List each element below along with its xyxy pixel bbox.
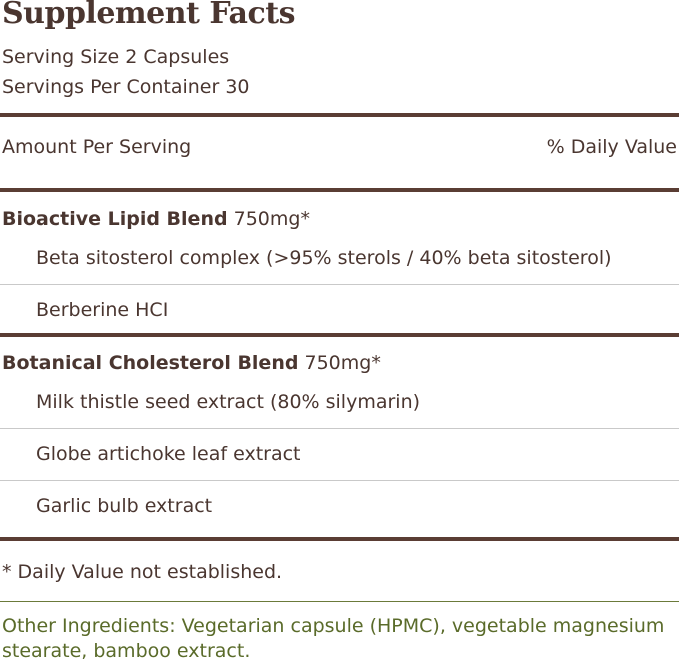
- blend-amount: 750mg*: [304, 352, 381, 374]
- footnote: * Daily Value not established.: [2, 561, 283, 583]
- row-divider: [0, 428, 679, 429]
- divider-other: [0, 601, 679, 602]
- blend-name: Bioactive Lipid Blend: [2, 208, 228, 230]
- ingredient-row: Garlic bulb extract: [36, 495, 213, 517]
- blend-row: Bioactive Lipid Blend 750mg*: [2, 208, 310, 230]
- blend-name: Botanical Cholesterol Blend: [2, 352, 299, 374]
- servings-per-container: Servings Per Container 30: [2, 76, 250, 98]
- ingredient-row: Milk thistle seed extract (80% silymarin…: [36, 391, 421, 413]
- serving-size: Serving Size 2 Capsules: [2, 46, 230, 68]
- blend-amount: 750mg*: [233, 208, 310, 230]
- panel-title: Supplement Facts: [2, 0, 295, 31]
- row-divider: [0, 480, 679, 481]
- other-ingredients: Other Ingredients: Vegetarian capsule (H…: [2, 615, 665, 662]
- ingredient-row: Beta sitosterol complex (>95% sterols / …: [36, 247, 612, 269]
- ingredient-row: Berberine HCI: [36, 299, 169, 321]
- divider-blend: [0, 333, 679, 337]
- divider-bottom: [0, 537, 679, 541]
- divider-header: [0, 188, 679, 192]
- row-divider: [0, 284, 679, 285]
- divider-top: [0, 113, 679, 117]
- amount-per-serving-header: Amount Per Serving: [2, 136, 192, 158]
- blend-row: Botanical Cholesterol Blend 750mg*: [2, 352, 381, 374]
- daily-value-header: % Daily Value: [546, 136, 677, 158]
- ingredient-row: Globe artichoke leaf extract: [36, 443, 301, 465]
